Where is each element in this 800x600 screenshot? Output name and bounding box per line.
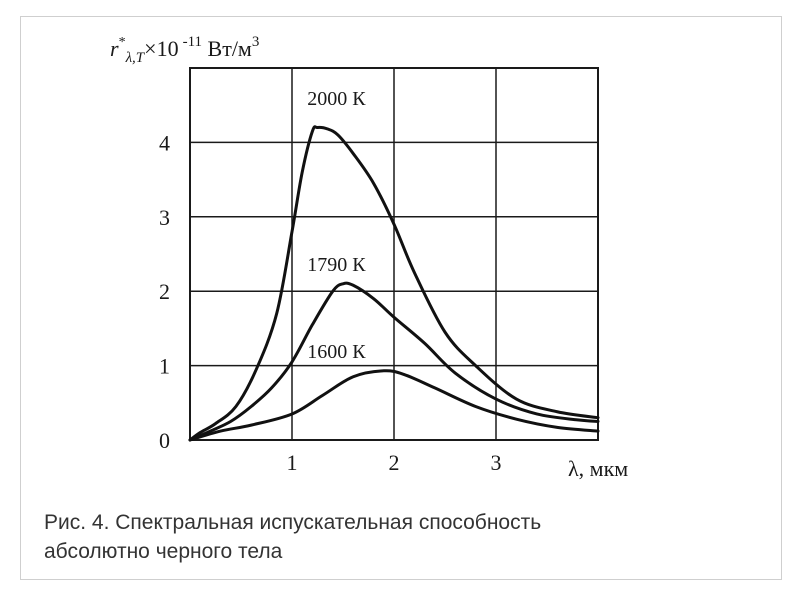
- series-line-0: [188, 125, 600, 442]
- figure-frame: [20, 16, 782, 580]
- grid-lines: [190, 68, 598, 440]
- series-label-1: 1790 К: [307, 254, 366, 276]
- x-axis-label: λ, мкм: [568, 456, 628, 481]
- y-tick-label: 0: [159, 428, 170, 453]
- y-axis-label-mult: ×10: [144, 36, 178, 61]
- x-tick-label: 3: [491, 450, 502, 475]
- y-axis-label-sup: *: [119, 35, 126, 50]
- y-axis-label-unit-exp: 3: [252, 34, 260, 50]
- x-tick-label: 2: [389, 450, 400, 475]
- y-axis-label-sub: λ,T: [125, 50, 146, 66]
- y-axis-label-exp: -11: [183, 34, 202, 50]
- y-tick-label: 1: [159, 354, 170, 379]
- y-tick-label: 4: [159, 130, 170, 155]
- series-lines: [188, 125, 600, 442]
- plot-border: [189, 67, 599, 441]
- series-line-1: [188, 281, 600, 442]
- figure-caption: Рис. 4. Спектральная испускательная спос…: [44, 508, 764, 566]
- series-labels: 2000 К 1790 К 1600 К: [307, 88, 366, 363]
- y-axis-label-unit: Вт/м: [202, 36, 252, 61]
- tick-labels: 1 2 3 0 1 2 3 4: [159, 130, 502, 475]
- x-tick-label: 1: [287, 450, 298, 475]
- series-label-2: 1600 К: [307, 341, 366, 363]
- caption-line-2: абсолютно черного тела: [44, 540, 283, 563]
- y-axis-label-symbol: r: [110, 36, 119, 61]
- series-line-2: [188, 369, 600, 442]
- y-tick-label: 2: [159, 279, 170, 304]
- y-axis-label: r*λ,T×10 -11 Вт/м3: [110, 34, 259, 66]
- series-label-0: 2000 К: [307, 88, 366, 110]
- caption-line-1: Рис. 4. Спектральная испускательная спос…: [44, 511, 542, 534]
- y-tick-label: 3: [159, 205, 170, 230]
